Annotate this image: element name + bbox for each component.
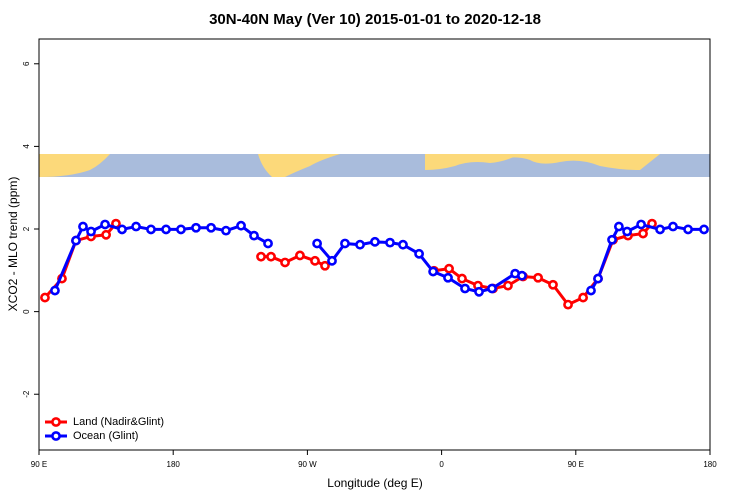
point (320, 260, 330, 271)
point (533, 272, 543, 283)
point (295, 250, 305, 261)
plot-frame (38, 38, 711, 451)
point (340, 238, 350, 249)
point (161, 224, 171, 235)
series-line (43, 222, 654, 307)
point (101, 229, 111, 240)
point (607, 234, 617, 245)
point (280, 257, 290, 268)
point (146, 224, 156, 235)
point (622, 226, 632, 237)
point (40, 292, 50, 303)
x-tick-label: 180 (703, 460, 717, 469)
y-tick-label: 6 (22, 61, 31, 66)
legend-marker (51, 431, 61, 441)
point (191, 222, 201, 233)
point (487, 283, 497, 294)
point (385, 237, 395, 248)
point (593, 273, 603, 284)
point (460, 283, 470, 294)
point (613, 221, 624, 232)
point (176, 224, 186, 235)
point (249, 230, 259, 241)
point (86, 226, 96, 237)
series (50, 219, 709, 297)
point (117, 224, 127, 235)
chart-title: 30N-40N May (Ver 10) 2015-01-01 to 2020-… (209, 11, 541, 28)
x-tick-label: 180 (167, 460, 181, 469)
point (638, 228, 648, 239)
legend: Land (Nadir&Glint) Ocean (Glint) (45, 416, 164, 442)
point (131, 221, 141, 232)
map-band (39, 154, 710, 177)
point (636, 219, 647, 230)
point (578, 292, 589, 303)
point (683, 224, 693, 235)
x-tick-label: 90 E (568, 460, 584, 469)
point (548, 279, 558, 290)
legend-label: Ocean (Glint) (73, 430, 138, 442)
point (457, 273, 467, 284)
point (398, 239, 408, 250)
point (100, 219, 110, 230)
point (327, 255, 337, 266)
legend-label: Land (Nadir&Glint) (73, 416, 164, 428)
y-tick-label: -2 (22, 390, 31, 398)
point (370, 236, 380, 247)
point (563, 299, 573, 310)
point (443, 272, 453, 283)
legend-marker (51, 417, 61, 427)
y-tick-label: 2 (22, 226, 31, 231)
point (78, 221, 88, 232)
point (655, 224, 665, 235)
point (221, 225, 231, 236)
x-tick-label: 0 (439, 460, 444, 469)
point (256, 251, 266, 262)
point (355, 239, 365, 250)
point (474, 286, 484, 297)
point (71, 235, 81, 246)
series-line (53, 222, 705, 294)
point (206, 222, 216, 233)
point (50, 285, 60, 296)
point (668, 221, 678, 232)
y-axis-label: XCO2 - MLO trend (ppm) (6, 177, 20, 312)
point (414, 248, 424, 259)
point (444, 263, 454, 274)
point (428, 266, 439, 277)
point (312, 238, 322, 249)
point (310, 255, 320, 266)
point (503, 280, 513, 291)
point (263, 238, 273, 249)
x-tick-label: 90 E (31, 460, 47, 469)
point (699, 224, 709, 235)
y-tick-label: 4 (22, 144, 31, 149)
point (266, 251, 276, 262)
point (517, 270, 527, 281)
series (40, 218, 657, 310)
y-tick-label: 0 (22, 309, 31, 314)
x-axis-label: Longitude (deg E) (327, 476, 422, 490)
x-tick-label: 90 W (298, 460, 317, 469)
point (236, 220, 246, 231)
point (586, 285, 596, 296)
